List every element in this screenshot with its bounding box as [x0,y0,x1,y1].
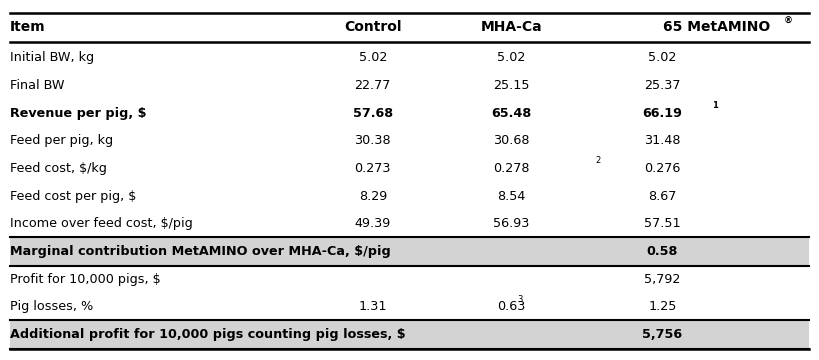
Text: Final BW: Final BW [10,79,64,92]
Text: 25.37: 25.37 [645,79,681,92]
Text: MHA-Ca: MHA-Ca [481,20,542,34]
Text: ®: ® [783,17,792,26]
Text: Feed cost, $/kg: Feed cost, $/kg [10,162,106,175]
Text: Feed per pig, kg: Feed per pig, kg [10,134,113,147]
Text: 0.63: 0.63 [497,300,526,313]
Text: Feed cost per pig, $: Feed cost per pig, $ [10,190,136,203]
Text: Marginal contribution MetAMINO over MHA-Ca, $/pig: Marginal contribution MetAMINO over MHA-… [10,245,391,258]
Text: 0.58: 0.58 [647,245,678,258]
Text: 30.38: 30.38 [355,134,391,147]
Text: 57.51: 57.51 [645,217,681,230]
Text: 5.02: 5.02 [497,51,526,64]
Text: 0.278: 0.278 [493,162,530,175]
Bar [10,238,809,266]
Text: Pig losses, %: Pig losses, % [10,300,93,313]
Text: 8.67: 8.67 [649,190,676,203]
Text: Revenue per pig, $: Revenue per pig, $ [10,107,146,120]
Text: Control: Control [344,20,401,34]
Text: Profit for 10,000 pigs, $: Profit for 10,000 pigs, $ [10,273,161,285]
Text: 5.02: 5.02 [359,51,387,64]
Text: 65 MetAMINO: 65 MetAMINO [663,20,770,34]
Text: Income over feed cost, $/pig: Income over feed cost, $/pig [10,217,192,230]
Text: 0.276: 0.276 [645,162,681,175]
Text: 5,756: 5,756 [642,328,682,341]
Bar [10,321,809,349]
Text: 31.48: 31.48 [645,134,681,147]
Text: 0.273: 0.273 [355,162,391,175]
Text: 3: 3 [517,294,523,303]
Text: 66.19: 66.19 [643,107,682,120]
Text: 65.48: 65.48 [491,107,532,120]
Text: 1: 1 [713,101,718,110]
Text: 5.02: 5.02 [649,51,676,64]
Text: 2: 2 [595,156,600,165]
Text: 57.68: 57.68 [353,107,393,120]
Text: Item: Item [10,20,45,34]
Text: 1.31: 1.31 [359,300,387,313]
Text: 22.77: 22.77 [355,79,391,92]
Text: Initial BW, kg: Initial BW, kg [10,51,93,64]
Text: 56.93: 56.93 [493,217,530,230]
Text: 1.25: 1.25 [649,300,676,313]
Text: 25.15: 25.15 [493,79,530,92]
Text: 8.29: 8.29 [359,190,387,203]
Text: 5,792: 5,792 [645,273,681,285]
Text: 8.54: 8.54 [497,190,526,203]
Text: Additional profit for 10,000 pigs counting pig losses, $: Additional profit for 10,000 pigs counti… [10,328,405,341]
Text: 49.39: 49.39 [355,217,391,230]
Text: 30.68: 30.68 [493,134,530,147]
